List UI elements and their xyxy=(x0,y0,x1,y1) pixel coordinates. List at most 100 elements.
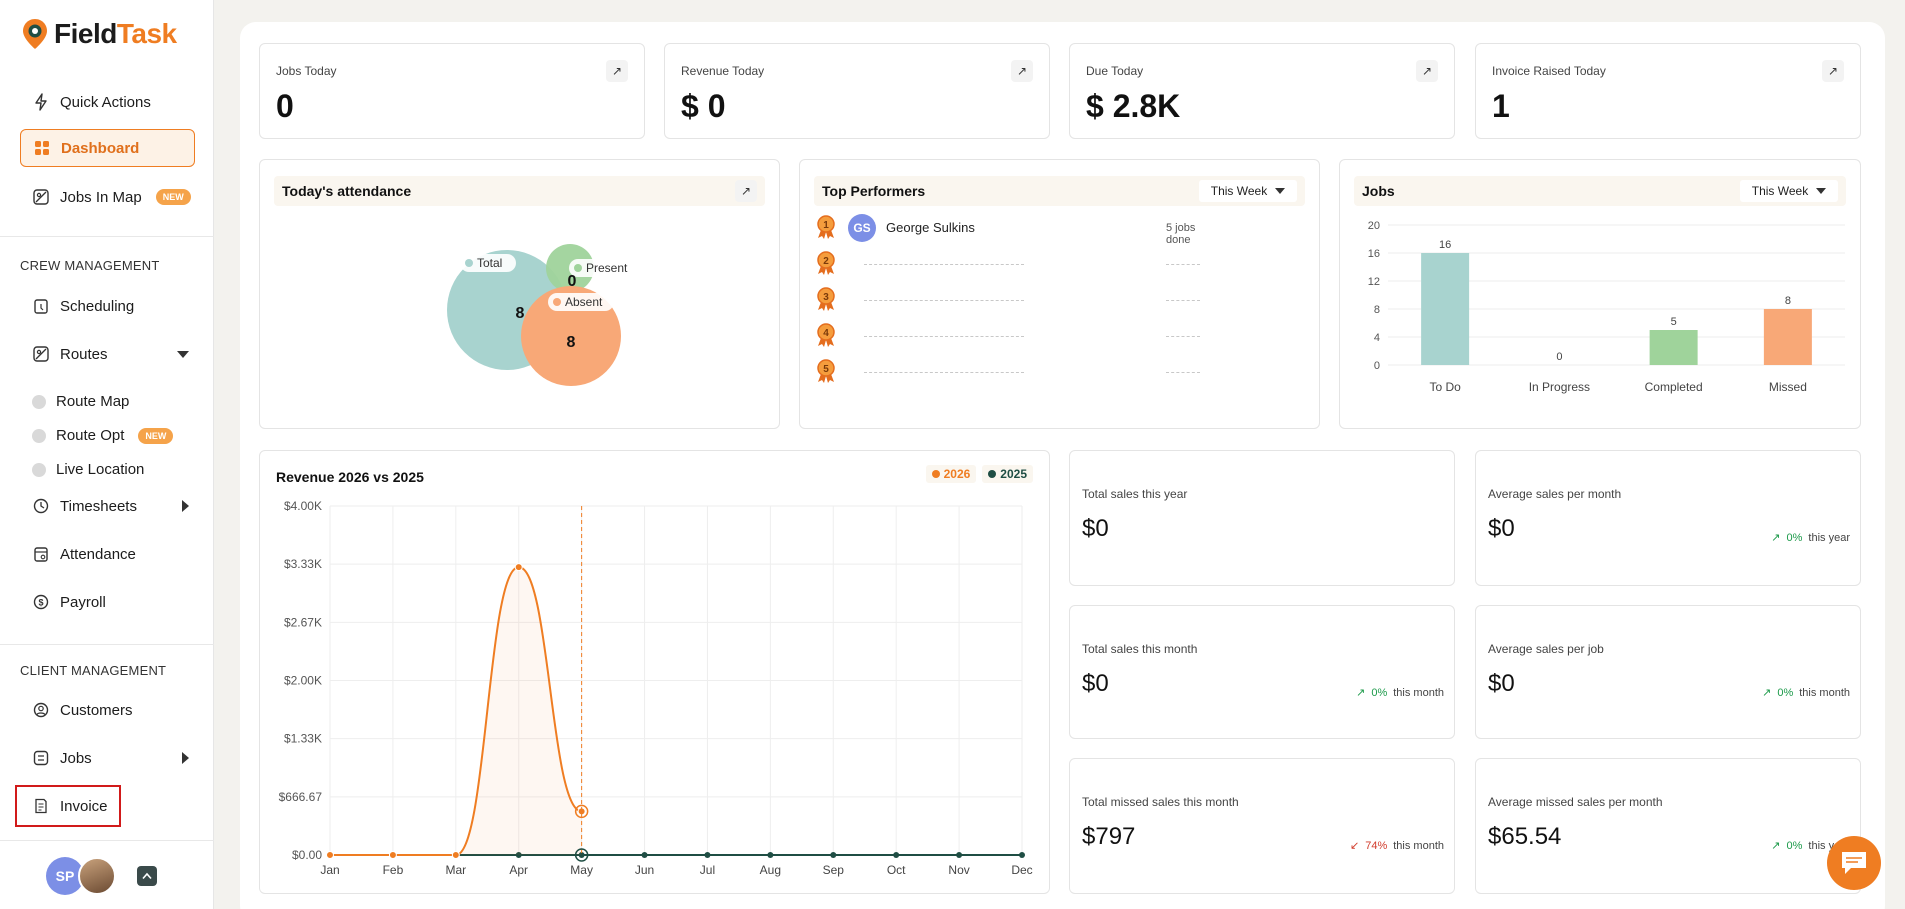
caret-down-icon xyxy=(1275,188,1286,194)
logo-text-task: Task xyxy=(116,18,177,49)
caret-down-icon xyxy=(1816,188,1827,194)
sales-label: Total sales this month xyxy=(1082,642,1198,656)
trend-period: this month xyxy=(1393,839,1444,852)
x-tick-label: Sep xyxy=(823,863,845,877)
sidebar-subitem-route-map[interactable]: Route Map xyxy=(32,393,129,410)
sidebar-item-quick-actions[interactable]: Quick Actions xyxy=(20,83,195,121)
venn-absent-label: Absent xyxy=(565,295,603,309)
y-tick-label: $1.33K xyxy=(284,732,322,746)
sidebar-item-timesheets[interactable]: Timesheets xyxy=(20,487,195,525)
route-opt-icon xyxy=(32,428,46,443)
performer-row[interactable]: 1 GS George Sulkins 5 jobs done xyxy=(816,214,1216,246)
medal-icon: 4 xyxy=(817,323,835,347)
sidebar-item-scheduling[interactable]: Scheduling xyxy=(20,287,195,325)
y-tick-label: 12 xyxy=(1368,276,1380,288)
customers-icon xyxy=(32,701,50,719)
panel-title: Today's attendance xyxy=(282,183,412,199)
sidebar-subitem-label: Route Opt xyxy=(56,427,125,444)
venn-present-value: 0 xyxy=(568,273,577,290)
stat-card-revenue-today: Revenue Today $ 0 ↗ xyxy=(664,43,1050,139)
y-tick-label: 4 xyxy=(1374,332,1380,344)
stat-label: Due Today xyxy=(1086,64,1144,78)
app-logo[interactable]: FieldTask xyxy=(22,18,177,50)
x-tick-label: Mar xyxy=(445,863,466,877)
sales-label: Total sales this year xyxy=(1082,487,1188,501)
point-2026 xyxy=(326,851,334,859)
stat-label: Jobs Today xyxy=(276,64,337,78)
chat-support-button[interactable] xyxy=(1827,836,1881,890)
week-filter-select[interactable]: This Week xyxy=(1199,180,1297,202)
jobs-icon xyxy=(32,749,50,767)
venn-total-value: 8 xyxy=(516,305,525,322)
sidebar-subitem-route-opt[interactable]: Route Opt NEW xyxy=(32,427,174,444)
sidebar-item-jobs-in-map[interactable]: Jobs In Map NEW xyxy=(20,178,195,216)
bar-value-label: 16 xyxy=(1439,239,1451,251)
sales-value: $0 xyxy=(1082,515,1109,542)
performer-name: George Sulkins xyxy=(886,220,975,235)
medal-icon: 3 xyxy=(817,287,835,311)
expand-up-button[interactable] xyxy=(137,866,157,886)
sidebar-item-jobs[interactable]: Jobs xyxy=(20,739,195,777)
trend-up-icon: ↗ xyxy=(1771,532,1781,544)
legend-label: 2025 xyxy=(1000,467,1027,481)
expand-arrow-button[interactable]: ↗ xyxy=(1822,60,1844,82)
bar xyxy=(1763,309,1812,365)
jobs-chart-header: Jobs This Week xyxy=(1354,176,1846,206)
sidebar-item-label: Jobs In Map xyxy=(60,188,142,206)
sales-card-avg-job: Average sales per job $0 ↗ 0% this month xyxy=(1475,605,1861,739)
legend-item-2025[interactable]: 2025 xyxy=(982,465,1033,483)
section-title-client: CLIENT MANAGEMENT xyxy=(20,663,167,678)
legend-item-2026[interactable]: 2026 xyxy=(925,465,977,483)
y-tick-label: $2.00K xyxy=(284,674,322,688)
svg-text:5: 5 xyxy=(823,364,829,375)
sidebar-subitem-live-location[interactable]: Live Location xyxy=(32,461,144,478)
trend-down-icon: ↙ xyxy=(1350,840,1360,852)
sidebar-item-customers[interactable]: Customers xyxy=(20,691,195,729)
legend-dot xyxy=(931,470,940,478)
sidebar-item-label: Customers xyxy=(60,701,133,719)
user-avatar-photo[interactable] xyxy=(78,857,116,895)
revenue-line-chart: $0.00 $666.67 $1.33K $2.00K $2.67K $3.33K $4.0… xyxy=(279,499,1033,877)
bar-value-label: 8 xyxy=(1785,295,1791,307)
venn-absent-value: 8 xyxy=(567,334,576,351)
sidebar-item-invoice[interactable]: Invoice xyxy=(20,787,195,825)
arrow-up-right-icon: ↗ xyxy=(1421,64,1433,78)
expand-arrow-button[interactable]: ↗ xyxy=(1011,60,1033,82)
stat-card-due-today: Due Today $ 2.8K ↗ xyxy=(1069,43,1455,139)
x-tick-label: Missed xyxy=(1769,380,1807,394)
x-tick-label: In Progress xyxy=(1529,380,1590,394)
sidebar-item-routes[interactable]: Routes xyxy=(20,335,195,373)
trend-period: this month xyxy=(1799,686,1850,699)
chat-icon xyxy=(1842,852,1866,874)
sales-card-total-month: Total sales this month $0 ↗ 0% this month xyxy=(1069,605,1455,739)
location-pin-icon xyxy=(23,19,47,49)
medal-icon: 2 xyxy=(817,251,835,275)
user-avatar-initials[interactable]: SP xyxy=(46,857,84,895)
expand-arrow-button[interactable]: ↗ xyxy=(1416,60,1438,82)
jobs-bar-chart: 0 4 8 12 16 20 16 To Do 0 In Progress 5 Completed 8 M… xyxy=(1368,220,1845,394)
attendance-venn-chart: Total Present Absent 8 0 8 xyxy=(447,244,635,386)
expand-arrow-button[interactable]: ↗ xyxy=(606,60,628,82)
x-tick-label: Aug xyxy=(760,863,781,877)
sidebar-item-label: Invoice xyxy=(60,797,108,815)
sidebar-item-payroll[interactable]: $ Payroll xyxy=(20,583,195,621)
sidebar-item-label: Payroll xyxy=(60,593,106,611)
divider xyxy=(0,840,214,841)
week-filter-select[interactable]: This Week xyxy=(1740,180,1838,202)
trend-pct: 0% xyxy=(1786,839,1803,852)
sidebar-item-attendance[interactable]: Attendance xyxy=(20,535,195,573)
divider xyxy=(0,644,214,645)
attendance-card: Today's attendance ↗ Total Present Absen… xyxy=(259,159,780,429)
sales-card-total-year: Total sales this year $0 xyxy=(1069,450,1455,586)
sales-value: $65.54 xyxy=(1488,823,1562,850)
expand-arrow-button[interactable]: ↗ xyxy=(735,180,757,202)
x-tick-label: Jun xyxy=(635,863,654,877)
sales-label: Average sales per month xyxy=(1488,487,1622,501)
trend-up-icon: ↗ xyxy=(1771,840,1781,852)
point-2025 xyxy=(1019,852,1025,858)
stat-label: Invoice Raised Today xyxy=(1492,64,1606,78)
trend-pct: 0% xyxy=(1777,686,1794,699)
stat-value: $ 0 xyxy=(681,88,726,124)
chevron-up-icon xyxy=(142,872,152,880)
sidebar-item-dashboard[interactable]: Dashboard xyxy=(20,129,195,167)
